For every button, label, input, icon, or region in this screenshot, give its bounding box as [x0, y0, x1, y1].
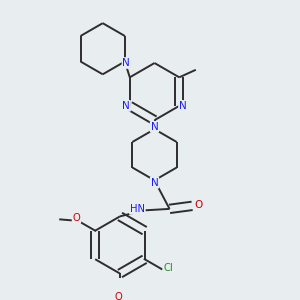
Text: Cl: Cl: [163, 263, 173, 273]
Text: N: N: [151, 178, 158, 188]
Text: O: O: [114, 292, 122, 300]
Text: N: N: [122, 101, 130, 111]
Text: O: O: [73, 213, 80, 223]
Text: HN: HN: [130, 204, 145, 214]
Text: N: N: [151, 122, 158, 132]
Text: N: N: [122, 58, 130, 68]
Text: O: O: [194, 200, 202, 210]
Text: N: N: [179, 101, 187, 111]
